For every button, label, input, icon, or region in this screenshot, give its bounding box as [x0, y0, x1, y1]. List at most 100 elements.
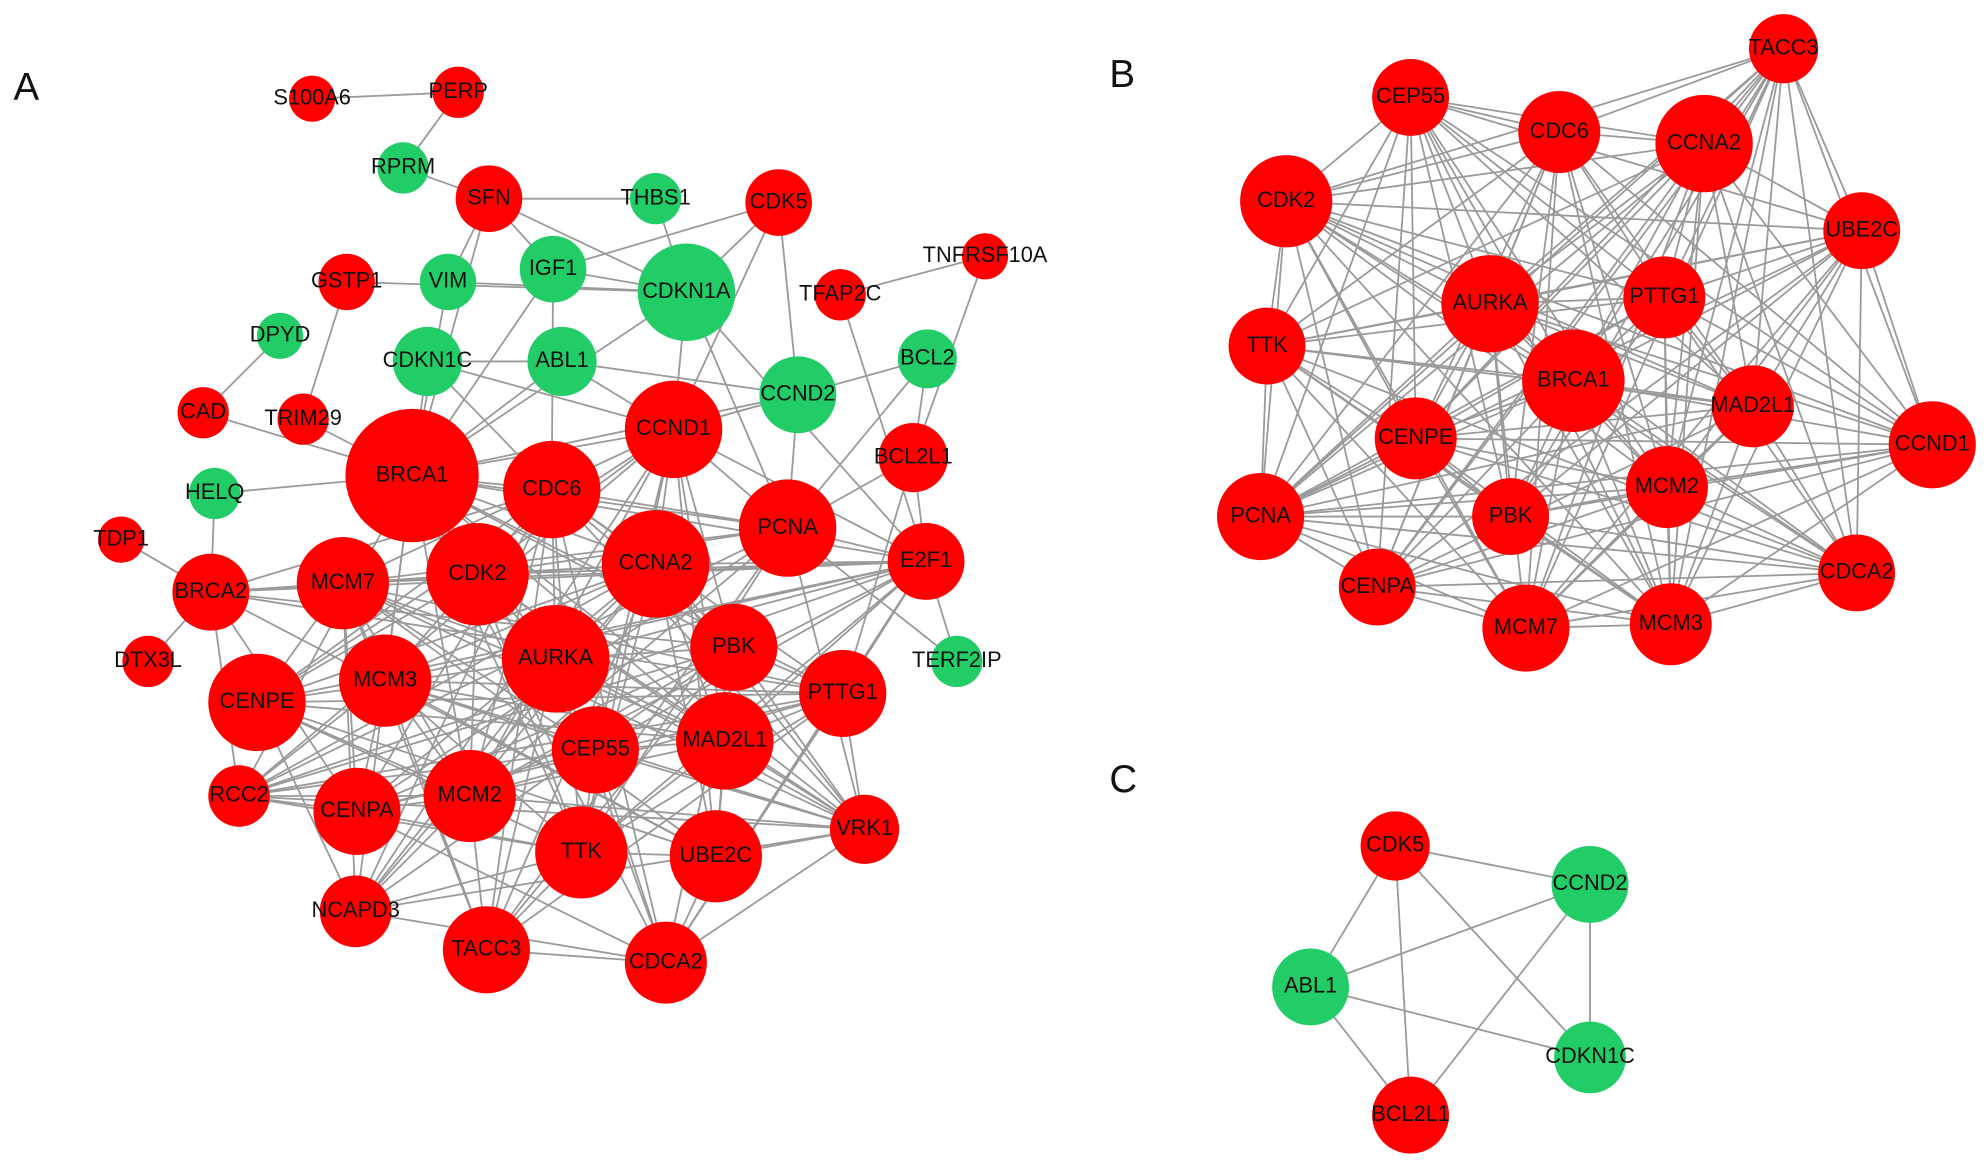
node	[527, 326, 597, 397]
node	[1372, 1076, 1450, 1154]
edge	[256, 701, 725, 742]
node-label: CDC6	[1530, 118, 1589, 143]
node	[1554, 1021, 1626, 1094]
edge	[1670, 444, 1933, 625]
node-label: E2F1	[900, 547, 952, 572]
node	[1818, 534, 1896, 612]
node-label: AURKA	[1453, 290, 1529, 315]
node-label: MCM7	[1494, 614, 1558, 639]
node-label: BCL2L1	[1371, 1101, 1450, 1126]
node-label: CCND2	[1552, 870, 1627, 895]
node-label: UBE2C	[1825, 216, 1898, 241]
edge	[1669, 143, 1705, 625]
node-label: CENPA	[1341, 573, 1415, 598]
node	[442, 906, 530, 994]
node	[519, 235, 587, 303]
node-label: MAD2L1	[682, 727, 767, 752]
edge	[1260, 405, 1754, 518]
node	[535, 806, 628, 899]
node-label: CDCA2	[629, 948, 703, 973]
edge	[561, 360, 799, 396]
node-label: SFN	[467, 184, 511, 209]
node-label: CCNA2	[619, 550, 693, 575]
panel-label: A	[13, 66, 39, 109]
node-label: CDCA2	[1820, 559, 1894, 584]
node-label: DTX3L	[114, 647, 182, 672]
edge	[1415, 437, 1933, 446]
edge	[1703, 143, 1858, 574]
edge	[595, 748, 865, 831]
edge	[1310, 986, 1591, 1059]
edge	[1669, 48, 1785, 625]
node-label: RCC2	[209, 782, 268, 807]
node-label: TFAP2C	[799, 281, 881, 306]
node	[419, 253, 477, 311]
node	[423, 749, 516, 843]
edge	[469, 692, 843, 797]
node-label: MCM2	[1635, 473, 1699, 498]
node	[277, 393, 329, 445]
edge	[1394, 845, 1591, 1059]
node-label: TNFRSF10A	[923, 242, 1048, 267]
node	[1629, 583, 1712, 666]
node	[1551, 845, 1629, 923]
edge	[1376, 229, 1863, 588]
edge	[1266, 142, 1705, 347]
node	[1518, 91, 1601, 174]
node-label: CDK5	[750, 188, 808, 213]
node-label: MCM2	[438, 782, 502, 807]
node	[897, 329, 957, 389]
node-label: UBE2C	[680, 842, 753, 867]
edge	[1410, 96, 1863, 232]
edge	[1259, 303, 1491, 518]
edge	[385, 679, 843, 695]
node	[339, 634, 432, 727]
nodes: A S100A6 PERP RPRM SFN THBS1 CDK5 TNFRSF10A GSTP…	[13, 14, 1976, 1154]
node	[1441, 255, 1539, 353]
node-label: PCNA	[757, 514, 818, 539]
node-label: HELQ	[185, 479, 244, 504]
edge	[1266, 345, 1527, 629]
edge	[485, 646, 735, 951]
node-label: VRK1	[836, 815, 893, 840]
edge	[485, 489, 553, 950]
node	[177, 387, 229, 439]
edge	[1266, 345, 1672, 625]
node	[503, 440, 601, 539]
node-label: TACC3	[1749, 34, 1819, 59]
edge	[1782, 48, 1858, 574]
edge	[342, 527, 788, 585]
node	[392, 326, 463, 397]
node-label: TTK	[561, 838, 603, 863]
node	[637, 243, 736, 341]
node	[1711, 365, 1794, 448]
node	[629, 173, 682, 225]
edge	[1415, 437, 1668, 488]
node	[256, 312, 304, 359]
node	[878, 422, 948, 493]
node	[432, 66, 484, 118]
node	[377, 142, 429, 194]
node	[318, 253, 375, 311]
node-label: TRIM29	[264, 405, 341, 430]
edge	[654, 563, 866, 830]
edge	[1310, 883, 1591, 988]
node-label: CENPE	[1378, 424, 1453, 449]
node-label: TERF2IP	[912, 647, 1002, 672]
edge	[1489, 303, 1672, 625]
node	[172, 553, 250, 631]
edge	[1509, 131, 1561, 517]
node	[814, 269, 866, 321]
node-label: CENPE	[219, 688, 294, 713]
node	[1823, 192, 1901, 270]
edge	[469, 795, 865, 831]
edge	[1260, 515, 1857, 574]
node	[1482, 584, 1570, 672]
node-label: CDKN1C	[1545, 1043, 1635, 1068]
edge	[256, 701, 582, 854]
node	[98, 516, 145, 563]
edge	[1666, 230, 1863, 488]
node	[1228, 307, 1306, 385]
node	[189, 467, 241, 520]
